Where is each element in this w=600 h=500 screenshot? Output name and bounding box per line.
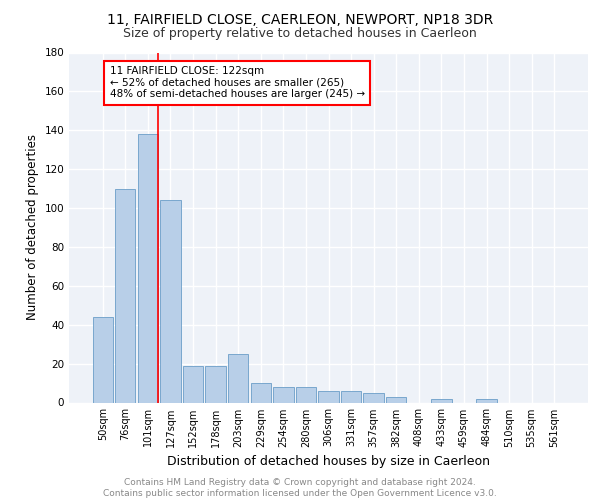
Bar: [341, 391, 361, 402]
Y-axis label: Number of detached properties: Number of detached properties: [26, 134, 39, 320]
Text: Contains HM Land Registry data © Crown copyright and database right 2024.
Contai: Contains HM Land Registry data © Crown c…: [103, 478, 497, 498]
Bar: [138, 134, 158, 402]
Bar: [92, 317, 113, 402]
Bar: [296, 387, 316, 402]
Bar: [386, 396, 406, 402]
Bar: [205, 366, 226, 403]
Text: 11 FAIRFIELD CLOSE: 122sqm
← 52% of detached houses are smaller (265)
48% of sem: 11 FAIRFIELD CLOSE: 122sqm ← 52% of deta…: [110, 66, 365, 100]
Bar: [183, 366, 203, 403]
Bar: [228, 354, 248, 403]
Bar: [476, 398, 497, 402]
Bar: [431, 398, 452, 402]
Bar: [160, 200, 181, 402]
Bar: [251, 383, 271, 402]
Text: 11, FAIRFIELD CLOSE, CAERLEON, NEWPORT, NP18 3DR: 11, FAIRFIELD CLOSE, CAERLEON, NEWPORT, …: [107, 12, 493, 26]
Bar: [319, 391, 338, 402]
Bar: [115, 188, 136, 402]
X-axis label: Distribution of detached houses by size in Caerleon: Distribution of detached houses by size …: [167, 455, 490, 468]
Bar: [273, 387, 293, 402]
Text: Size of property relative to detached houses in Caerleon: Size of property relative to detached ho…: [123, 28, 477, 40]
Bar: [364, 393, 384, 402]
